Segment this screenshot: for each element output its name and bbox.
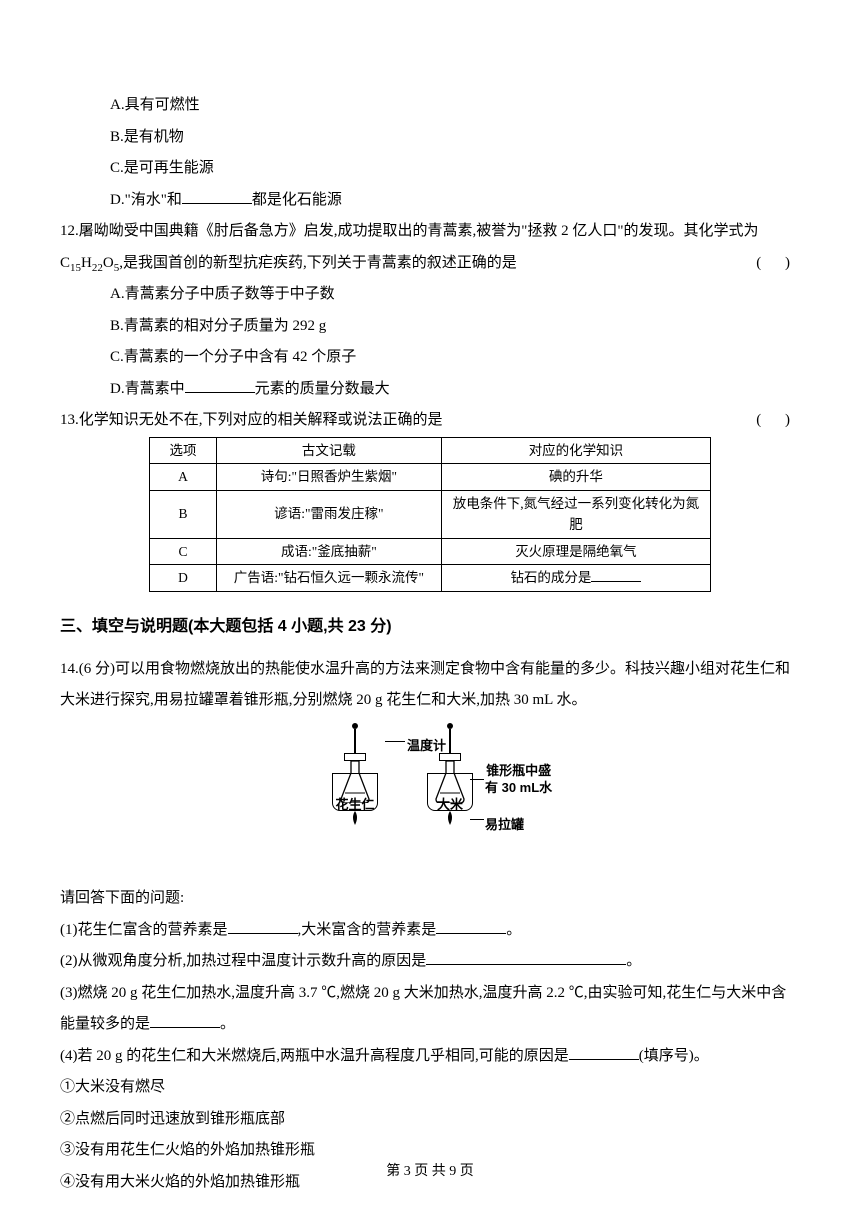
formula-c: C xyxy=(60,255,70,271)
blank xyxy=(591,569,641,583)
label-can: 易拉罐 xyxy=(485,811,524,838)
p4-pre: (4)若 20 g 的花生仁和大米燃烧后,两瓶中水温升高程度几乎相同,可能的原因… xyxy=(60,1048,569,1064)
paren: ( ) xyxy=(756,405,800,437)
table-header-row: 选项 古文记载 对应的化学知识 xyxy=(149,437,710,464)
q12-optA: A.青蒿素分子中质子数等于中子数 xyxy=(60,279,800,311)
q11-optD: D."洧水"和 都是化石能源 xyxy=(60,185,800,217)
q14-prompt: 请回答下面的问题: xyxy=(60,883,800,915)
q14-opt2: ②点燃后同时迅速放到锥形瓶底部 xyxy=(60,1104,800,1136)
q12-optD-post: 元素的质量分数最大 xyxy=(255,381,390,397)
p2-end: 。 xyxy=(626,953,641,969)
cell-opt: D xyxy=(149,565,216,592)
p3-end: 。 xyxy=(220,1016,235,1032)
cell-opt: C xyxy=(149,538,216,565)
cell-chem: 钻石的成分是 xyxy=(441,565,710,592)
p1-end: 。 xyxy=(506,922,521,938)
blank xyxy=(228,919,298,934)
blank xyxy=(150,1013,220,1028)
formula-s2: 22 xyxy=(92,262,103,274)
leader-line xyxy=(470,819,484,820)
q12-optD: D.青蒿素中 元素的质量分数最大 xyxy=(60,374,800,406)
th-opt: 选项 xyxy=(149,437,216,464)
label-flask: 锥形瓶中盛有 30 mL水 xyxy=(485,763,552,797)
page-footer: 第 3 页 共 9 页 xyxy=(0,1157,860,1186)
q12-stem: 12.屠呦呦受中国典籍《肘后备急方》启发,成功提取出的青蒿素,被誉为"拯救 2 … xyxy=(60,216,800,248)
q14-opt1: ①大米没有燃尽 xyxy=(60,1072,800,1104)
q12-optB: B.青蒿素的相对分子质量为 292 g xyxy=(60,311,800,343)
cell-text: 广告语:"钻石恒久远一颗永流传" xyxy=(217,565,442,592)
cell-opt: B xyxy=(149,490,216,538)
q12-stem-pre: 12.屠呦呦受中国典籍《肘后备急方》启发,成功提取出的青蒿素,被誉为"拯救 2 … xyxy=(60,223,759,239)
cell-chem: 放电条件下,氮气经过一系列变化转化为氮肥 xyxy=(441,490,710,538)
table-row: C 成语:"釜底抽薪" 灭火原理是隔绝氧气 xyxy=(149,538,710,565)
q11-optC: C.是可再生能源 xyxy=(60,153,800,185)
paren: ( ) xyxy=(756,248,800,280)
cell-chem-text: 钻石的成分是 xyxy=(510,570,591,585)
q11-optB: B.是有机物 xyxy=(60,122,800,154)
section-3-title: 三、填空与说明题(本大题包括 4 小题,共 23 分) xyxy=(60,610,800,644)
q12-stem2: C15H22O5,是我国首创的新型抗疟疾药,下列关于青蒿素的叙述正确的是 ( ) xyxy=(60,248,800,280)
q13-stem-text: 13.化学知识无处不在,下列对应的相关解释或说法正确的是 xyxy=(60,412,443,428)
flask-left: 花生仁 xyxy=(325,729,385,811)
cell-text: 成语:"釜底抽薪" xyxy=(217,538,442,565)
q14-p3: (3)燃烧 20 g 花生仁加热水,温度升高 3.7 ℃,燃烧 20 g 大米加… xyxy=(60,978,800,1041)
cell-text: 谚语:"雷雨发庄稼" xyxy=(217,490,442,538)
label-thermo: 温度计 xyxy=(407,732,446,759)
cell-opt: A xyxy=(149,464,216,491)
cell-text: 诗句:"日照香炉生紫烟" xyxy=(217,464,442,491)
q14-p1: (1)花生仁富含的营养素是 ,大米富含的营养素是 。 xyxy=(60,915,800,947)
thermometer-icon xyxy=(354,729,356,753)
p4-post: (填序号)。 xyxy=(639,1048,709,1064)
blank xyxy=(569,1045,639,1060)
th-text: 古文记载 xyxy=(217,437,442,464)
formula-s1: 15 xyxy=(70,262,81,274)
cell-chem: 碘的升华 xyxy=(441,464,710,491)
blank xyxy=(182,189,252,204)
q11-optA: A.具有可燃性 xyxy=(60,90,800,122)
leader-line xyxy=(385,741,405,742)
p1-mid: ,大米富含的营养素是 xyxy=(298,922,437,938)
th-chem: 对应的化学知识 xyxy=(441,437,710,464)
q14-diagram: 花生仁 大米 温度计 锥形瓶中盛有 30 mL水 易拉罐 xyxy=(60,729,800,872)
q13-table: 选项 古文记载 对应的化学知识 A 诗句:"日照香炉生紫烟" 碘的升华 B 谚语… xyxy=(149,437,711,593)
formula-o: O xyxy=(103,255,114,271)
cell-chem: 灭火原理是隔绝氧气 xyxy=(441,538,710,565)
blank xyxy=(185,378,255,393)
table-row: D 广告语:"钻石恒久远一颗永流传" 钻石的成分是 xyxy=(149,565,710,592)
formula-h: H xyxy=(81,255,92,271)
q14-p2: (2)从微观角度分析,加热过程中温度计示数升高的原因是 。 xyxy=(60,946,800,978)
cork xyxy=(344,753,366,761)
q11-optD-pre: D."洧水"和 xyxy=(110,192,182,208)
table-row: B 谚语:"雷雨发庄稼" 放电条件下,氮气经过一系列变化转化为氮肥 xyxy=(149,490,710,538)
thermometer-icon xyxy=(449,729,451,753)
p2-pre: (2)从微观角度分析,加热过程中温度计示数升高的原因是 xyxy=(60,953,426,969)
q11-optD-post: 都是化石能源 xyxy=(252,192,342,208)
q13-stem: 13.化学知识无处不在,下列对应的相关解释或说法正确的是 ( ) xyxy=(60,405,800,437)
blank xyxy=(436,919,506,934)
q12-optD-pre: D.青蒿素中 xyxy=(110,381,185,397)
caption-right: 大米 xyxy=(420,791,480,818)
leader-line xyxy=(470,779,484,780)
q14-stem: 14.(6 分)可以用食物燃烧放出的热能使水温升高的方法来测定食物中含有能量的多… xyxy=(60,654,800,717)
q12-stem-post: ,是我国首创的新型抗疟疾药,下列关于青蒿素的叙述正确的是 xyxy=(119,255,517,271)
caption-left: 花生仁 xyxy=(325,791,385,818)
blank xyxy=(426,950,626,965)
p1-pre: (1)花生仁富含的营养素是 xyxy=(60,922,228,938)
q12-optC: C.青蒿素的一个分子中含有 42 个原子 xyxy=(60,342,800,374)
table-row: A 诗句:"日照香炉生紫烟" 碘的升华 xyxy=(149,464,710,491)
q14-p4: (4)若 20 g 的花生仁和大米燃烧后,两瓶中水温升高程度几乎相同,可能的原因… xyxy=(60,1041,800,1073)
